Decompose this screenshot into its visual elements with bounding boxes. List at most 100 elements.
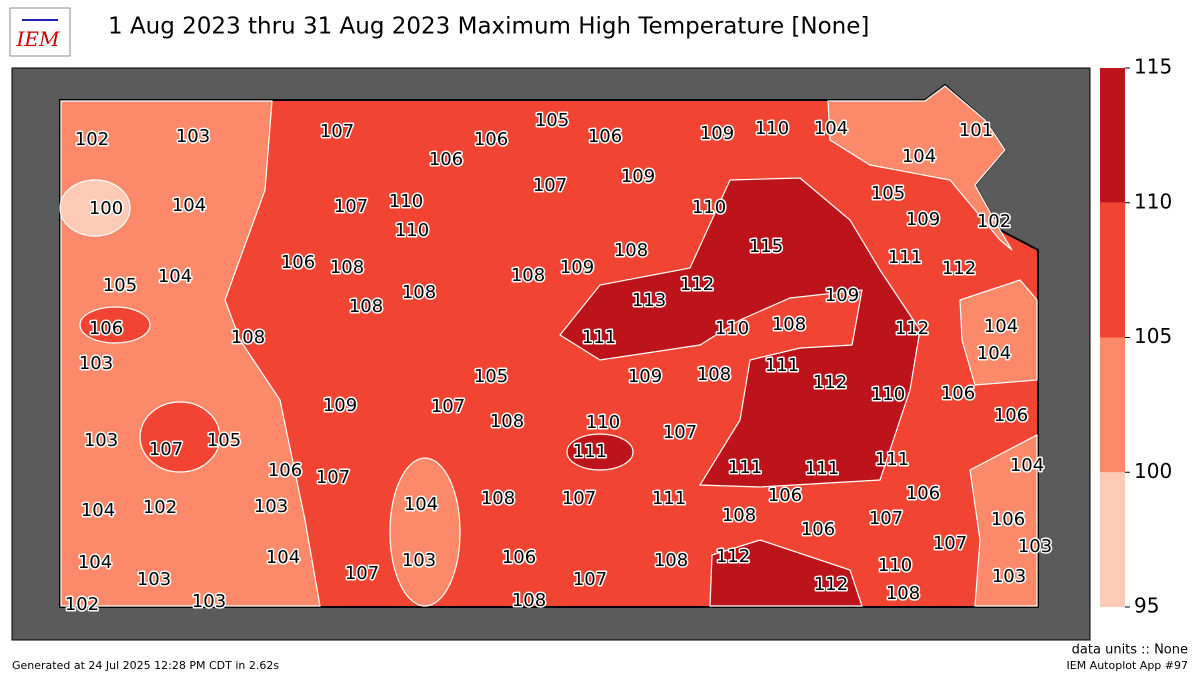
station-value: 110 — [715, 318, 749, 339]
station-value: 110 — [755, 118, 789, 139]
contour-zone — [959, 279, 1038, 386]
contour-zone — [139, 401, 221, 473]
station-value: 103 — [402, 550, 436, 571]
station-value: 105 — [207, 430, 241, 451]
station-value: 104 — [902, 146, 936, 167]
station-value: 104 — [977, 343, 1011, 364]
generated-note: Generated at 24 Jul 2025 12:28 PM CDT in… — [12, 659, 279, 672]
station-value: 106 — [941, 383, 975, 404]
station-value: 104 — [404, 494, 438, 515]
station-value: 106 — [89, 318, 123, 339]
logo-frame — [9, 7, 71, 57]
station-value: 107 — [149, 439, 183, 460]
station-value: 106 — [991, 509, 1025, 530]
contour-zone — [827, 85, 1013, 251]
station-value: 108 — [231, 327, 265, 348]
station-value: 106 — [502, 547, 536, 568]
station-value: 106 — [994, 405, 1028, 426]
contour-zone — [566, 433, 634, 471]
station-value: 108 — [511, 265, 545, 286]
colorbar: 95 100 105 110 115 — [1100, 55, 1172, 618]
station-value: 108 — [654, 550, 688, 571]
station-value: 108 — [512, 590, 546, 611]
station-value: 108 — [722, 505, 756, 526]
station-value: 104 — [1010, 455, 1044, 476]
station-value: 102 — [65, 594, 99, 615]
station-value: 109 — [906, 209, 940, 230]
station-value: 109 — [628, 366, 662, 387]
station-value: 109 — [621, 166, 655, 187]
station-value: 111 — [875, 449, 909, 470]
contour-zone — [389, 457, 461, 607]
station-value: 111 — [805, 458, 839, 479]
station-value: 111 — [765, 355, 799, 376]
station-value: 106 — [588, 126, 622, 147]
station-value: 104 — [81, 500, 115, 521]
station-value: 107 — [334, 196, 368, 217]
station-value: 102 — [977, 211, 1011, 232]
station-value: 106 — [801, 519, 835, 540]
station-value: 106 — [474, 129, 508, 150]
station-value: 103 — [192, 591, 226, 612]
station-value: 103 — [992, 566, 1026, 587]
station-value: 105 — [103, 275, 137, 296]
station-value: 104 — [814, 118, 848, 139]
station-value: 107 — [316, 467, 350, 488]
station-value: 108 — [402, 282, 436, 303]
station-value: 106 — [768, 485, 802, 506]
contour-zone — [709, 539, 863, 607]
station-value: 103 — [137, 569, 171, 590]
station-value: 106 — [281, 252, 315, 273]
station-value: 106 — [906, 483, 940, 504]
contour-zone — [60, 100, 321, 607]
contour-zone — [559, 177, 921, 488]
station-value: 111 — [573, 441, 607, 462]
station-value: 107 — [573, 569, 607, 590]
station-value: 101 — [959, 120, 993, 141]
station-value: 107 — [663, 422, 697, 443]
station-value: 107 — [933, 533, 967, 554]
station-value: 113 — [632, 290, 666, 311]
station-value: 103 — [79, 353, 113, 374]
station-value: 112 — [813, 372, 847, 393]
station-value: 107 — [562, 488, 596, 509]
station-value: 102 — [75, 129, 109, 150]
colorbar-tick-label: 95 — [1134, 594, 1159, 618]
station-value: 103 — [84, 430, 118, 451]
station-value: 106 — [429, 149, 463, 170]
station-value: 110 — [692, 197, 726, 218]
station-value: 108 — [349, 296, 383, 317]
colorbar-tick-label: 110 — [1134, 189, 1172, 213]
station-value: 110 — [586, 412, 620, 433]
contour-zone — [79, 306, 151, 344]
contour-zone — [59, 179, 131, 237]
station-value: 104 — [172, 195, 206, 216]
station-value: 108 — [614, 240, 648, 261]
station-value: 111 — [652, 488, 686, 509]
colorbar-tick-label: 105 — [1134, 324, 1172, 348]
station-value: 109 — [560, 257, 594, 278]
contours — [59, 85, 1038, 607]
station-value: 110 — [878, 555, 912, 576]
station-value: 106 — [268, 460, 302, 481]
station-value: 108 — [697, 364, 731, 385]
station-value: 110 — [389, 191, 423, 212]
station-value: 108 — [490, 411, 524, 432]
station-value: 111 — [728, 457, 762, 478]
station-value: 110 — [871, 384, 905, 405]
station-value: 103 — [1018, 536, 1052, 557]
station-value: 111 — [888, 247, 922, 268]
station-value: 112 — [942, 258, 976, 279]
station-value: 108 — [886, 583, 920, 604]
colorbar-band — [1100, 337, 1125, 473]
title: 1 Aug 2023 thru 31 Aug 2023 Maximum High… — [108, 14, 869, 40]
logo-text: IEM — [16, 27, 61, 51]
station-value: 100 — [89, 198, 123, 219]
station-value: 112 — [680, 274, 714, 295]
station-value: 109 — [700, 123, 734, 144]
station-value: 102 — [143, 497, 177, 518]
station-value: 105 — [535, 110, 569, 131]
station-value: 111 — [582, 327, 616, 348]
station-value: 109 — [323, 395, 357, 416]
station-value: 104 — [158, 266, 192, 287]
